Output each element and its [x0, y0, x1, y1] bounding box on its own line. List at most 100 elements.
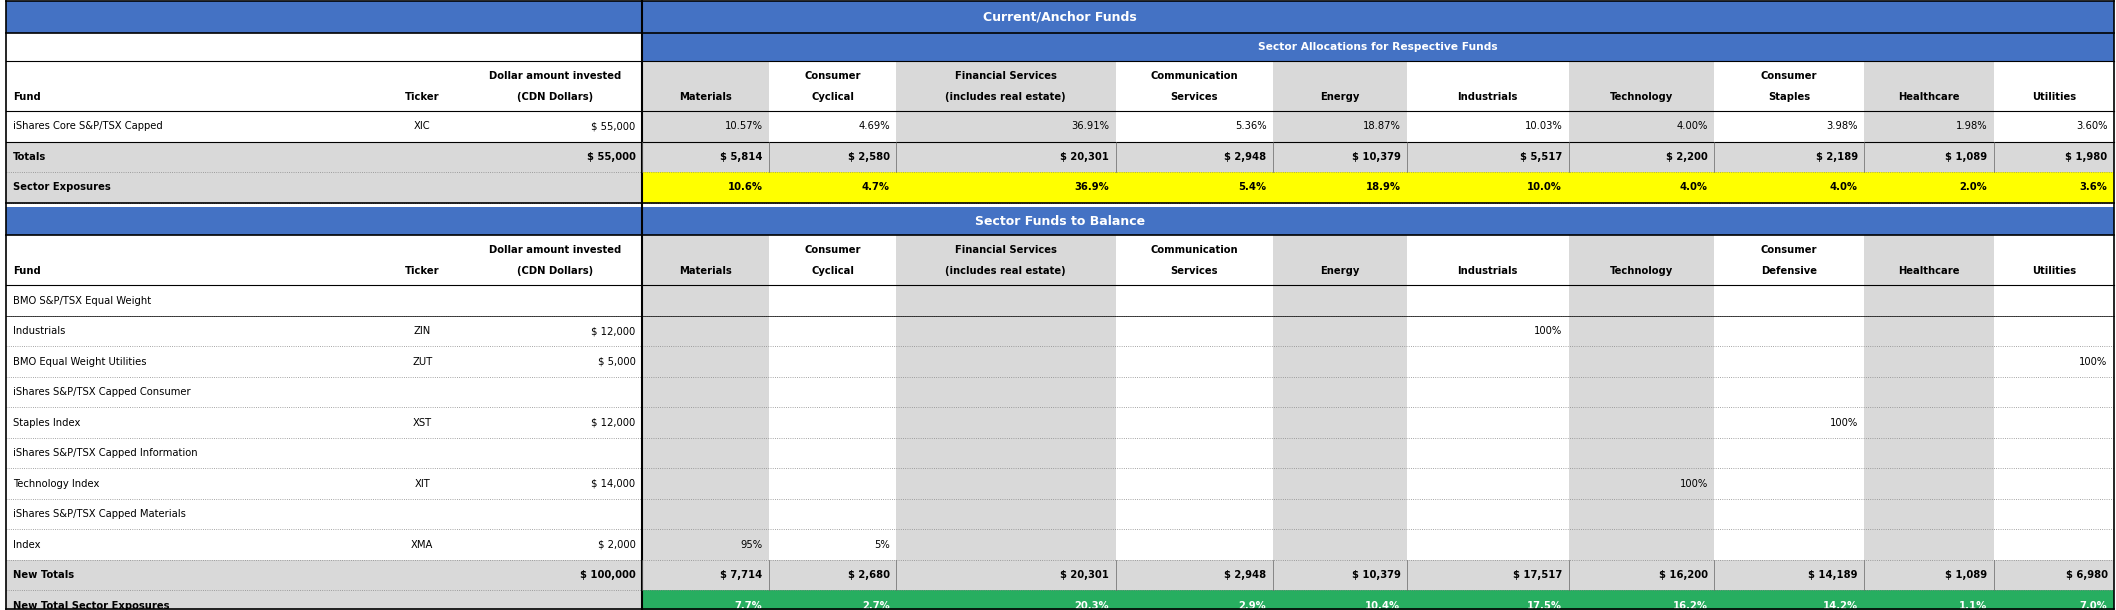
Text: (CDN Dollars): (CDN Dollars) [516, 92, 592, 102]
Text: Communication: Communication [1151, 71, 1238, 81]
Text: Materials: Materials [679, 267, 732, 276]
Bar [6, 61, 2114, 111]
Bar [6, 316, 641, 346]
Text: BMO Equal Weight Utilities: BMO Equal Weight Utilities [13, 357, 146, 367]
Text: 3.6%: 3.6% [2080, 182, 2108, 192]
Bar [1568, 529, 1714, 560]
Text: Services: Services [1170, 267, 1219, 276]
Text: Technology: Technology [1610, 92, 1674, 102]
Text: $ 55,000: $ 55,000 [586, 152, 635, 162]
Text: 4.0%: 4.0% [1830, 182, 1858, 192]
Text: Index: Index [13, 540, 40, 550]
Text: Healthcare: Healthcare [1898, 92, 1959, 102]
Bar [1864, 61, 1993, 111]
Bar [1864, 407, 1993, 438]
Bar [895, 61, 1115, 111]
Bar [6, 235, 2114, 285]
Text: Ticker: Ticker [404, 92, 440, 102]
Bar [895, 407, 1115, 438]
Text: Staples Index: Staples Index [13, 418, 80, 428]
Bar [641, 407, 2114, 438]
Bar [641, 285, 768, 316]
Text: Ticker: Ticker [404, 267, 440, 276]
Text: BMO S&P/TSX Equal Weight: BMO S&P/TSX Equal Weight [13, 296, 150, 306]
Bar [6, 377, 641, 407]
Text: $ 2,580: $ 2,580 [849, 152, 889, 162]
Bar [895, 377, 1115, 407]
Bar [6, 172, 641, 203]
Bar [641, 172, 2114, 203]
Text: 2.9%: 2.9% [1238, 601, 1265, 610]
Text: 100%: 100% [1830, 418, 1858, 428]
Bar [641, 468, 2114, 499]
Bar [1568, 377, 1714, 407]
Bar [1864, 468, 1993, 499]
Bar [1864, 499, 1993, 529]
Text: $ 5,517: $ 5,517 [1519, 152, 1562, 162]
Bar [1568, 438, 1714, 468]
Text: Consumer: Consumer [1761, 245, 1818, 256]
Text: $ 20,301: $ 20,301 [1060, 570, 1109, 580]
Text: $ 7,714: $ 7,714 [719, 570, 762, 580]
Bar [1864, 316, 1993, 346]
Text: $ 1,089: $ 1,089 [1945, 152, 1987, 162]
Text: 5%: 5% [874, 540, 889, 550]
Bar [1272, 468, 1407, 499]
Text: 10.0%: 10.0% [1528, 182, 1562, 192]
Text: $ 2,948: $ 2,948 [1225, 152, 1265, 162]
Text: Defensive: Defensive [1761, 267, 1818, 276]
Bar [641, 468, 768, 499]
Text: Services: Services [1170, 92, 1219, 102]
Bar [6, 499, 641, 529]
Bar [6, 346, 641, 377]
Bar [895, 316, 1115, 346]
Bar [1864, 529, 1993, 560]
Text: Cyclical: Cyclical [810, 92, 855, 102]
Text: Sector Exposures: Sector Exposures [13, 182, 110, 192]
Bar [641, 61, 768, 111]
Bar [641, 235, 768, 285]
Bar [1864, 346, 1993, 377]
Bar [641, 407, 768, 438]
Text: $ 55,000: $ 55,000 [590, 121, 635, 131]
Bar [1568, 499, 1714, 529]
Text: Totals: Totals [13, 152, 47, 162]
Bar [6, 468, 641, 499]
Text: 20.3%: 20.3% [1075, 601, 1109, 610]
Text: Healthcare: Healthcare [1898, 267, 1959, 276]
Bar [641, 111, 768, 142]
Text: (includes real estate): (includes real estate) [946, 92, 1066, 102]
Bar [895, 438, 1115, 468]
Text: $ 1,980: $ 1,980 [2065, 152, 2108, 162]
Text: XIT: XIT [415, 479, 430, 489]
Text: 36.91%: 36.91% [1071, 121, 1109, 131]
Text: 16.2%: 16.2% [1674, 601, 1708, 610]
Bar [641, 377, 768, 407]
Bar [1272, 285, 1407, 316]
Text: $ 2,948: $ 2,948 [1225, 570, 1265, 580]
Text: $ 2,000: $ 2,000 [597, 540, 635, 550]
Bar [641, 529, 768, 560]
Bar [1272, 346, 1407, 377]
Text: 4.00%: 4.00% [1676, 121, 1708, 131]
Bar [6, 142, 641, 172]
Text: 2.7%: 2.7% [861, 601, 889, 610]
Text: $ 12,000: $ 12,000 [590, 418, 635, 428]
Text: 14.2%: 14.2% [1822, 601, 1858, 610]
Bar [895, 346, 1115, 377]
Text: 3.60%: 3.60% [2076, 121, 2108, 131]
Text: ZUT: ZUT [413, 357, 432, 367]
Text: Industrials: Industrials [1458, 267, 1517, 276]
Text: Communication: Communication [1151, 245, 1238, 256]
Text: 2.0%: 2.0% [1959, 182, 1987, 192]
Text: XIC: XIC [415, 121, 432, 131]
Bar [641, 529, 2114, 560]
Text: 10.4%: 10.4% [1365, 601, 1401, 610]
Bar [1272, 529, 1407, 560]
Text: 100%: 100% [1680, 479, 1708, 489]
Bar [6, 590, 641, 610]
Text: XST: XST [413, 418, 432, 428]
Text: ZIN: ZIN [415, 326, 432, 336]
Text: $ 6,980: $ 6,980 [2065, 570, 2108, 580]
Bar [1568, 285, 1714, 316]
